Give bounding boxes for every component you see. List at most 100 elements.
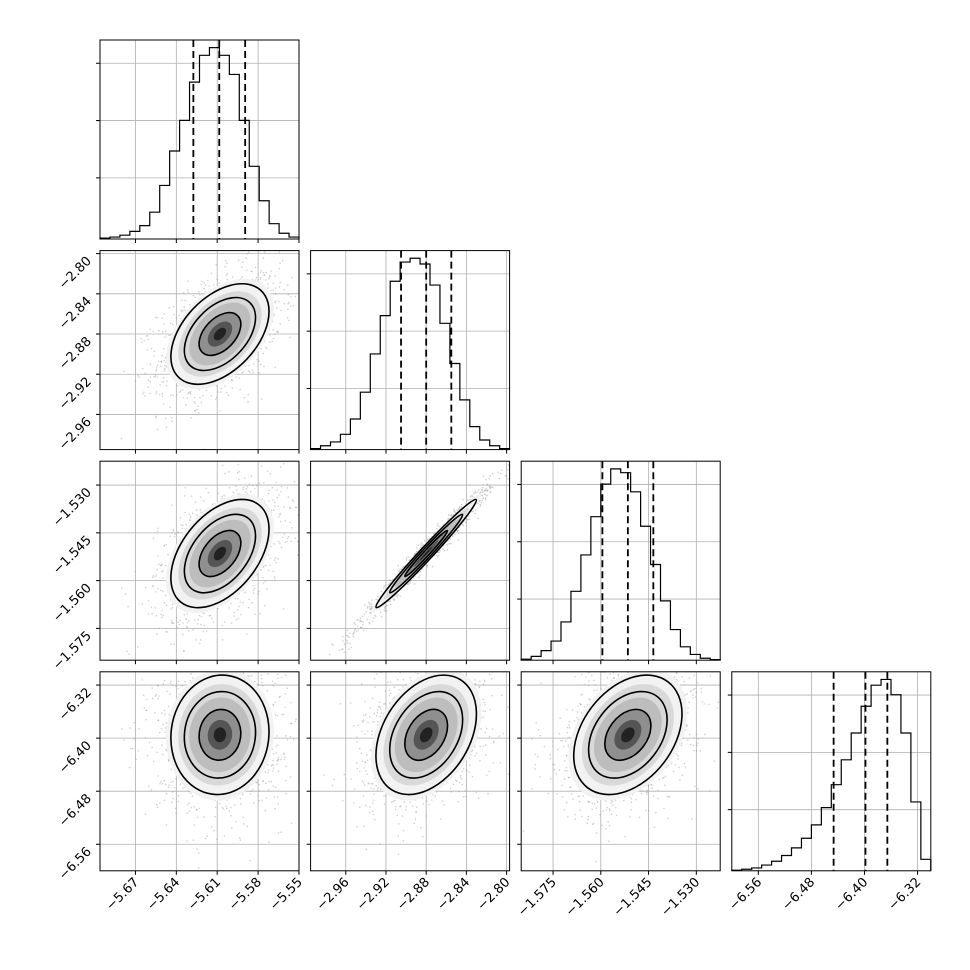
sample-point	[161, 783, 164, 785]
sample-point	[173, 643, 175, 645]
sample-point	[171, 420, 173, 423]
sample-point	[286, 537, 289, 540]
sample-point	[235, 618, 237, 621]
sample-point	[196, 514, 198, 516]
sample-point	[352, 635, 355, 638]
sample-point	[346, 642, 349, 644]
sample-point	[137, 374, 139, 377]
sample-point	[260, 347, 262, 350]
sample-point	[475, 509, 477, 511]
sample-point	[176, 384, 179, 387]
sample-point	[213, 829, 215, 832]
sample-point	[193, 400, 195, 403]
sample-point	[172, 528, 175, 531]
sample-point	[371, 605, 373, 608]
sample-point	[236, 471, 239, 474]
sample-point	[238, 478, 240, 481]
contour-line	[404, 529, 449, 578]
sample-point	[185, 618, 188, 621]
sample-point	[164, 364, 166, 367]
sample-point	[194, 619, 196, 621]
sample-point	[341, 640, 344, 642]
sample-point	[177, 621, 179, 623]
sample-point	[149, 328, 151, 331]
sample-point	[273, 559, 276, 561]
sample-point	[479, 503, 482, 506]
sample-point	[439, 525, 441, 528]
sample-point	[371, 603, 373, 606]
sample-point	[476, 491, 479, 494]
sample-point	[274, 287, 277, 289]
sample-point	[278, 300, 280, 303]
sample-point	[453, 508, 455, 510]
sample-point	[371, 620, 374, 623]
sample-point	[234, 597, 237, 600]
sample-point	[223, 494, 225, 497]
sample-point	[389, 600, 391, 602]
sample-point	[212, 284, 215, 286]
sample-point	[272, 282, 274, 285]
sample-point	[215, 620, 217, 622]
sample-point	[194, 409, 196, 412]
sample-point	[370, 606, 373, 609]
sample-point	[246, 658, 248, 660]
sample-point	[237, 493, 240, 495]
sample-point	[268, 780, 270, 783]
sample-point	[272, 759, 275, 762]
sample-point	[451, 535, 454, 538]
sample-point	[230, 379, 233, 381]
sample-point	[158, 627, 160, 629]
sample-point	[137, 750, 140, 752]
sample-point	[268, 489, 270, 492]
sample-point	[157, 360, 160, 363]
sample-point	[187, 392, 189, 395]
sample-point	[361, 626, 363, 629]
sample-point	[120, 587, 123, 589]
sample-point	[280, 485, 283, 488]
sample-point	[277, 770, 280, 772]
sample-point	[265, 347, 268, 350]
panel-frame	[310, 250, 511, 451]
sample-point	[304, 493, 306, 495]
sample-point	[177, 800, 180, 803]
sample-point	[195, 809, 198, 811]
sample-point	[201, 394, 204, 397]
sample-point	[238, 605, 240, 608]
sample-point	[167, 553, 169, 556]
sample-point	[271, 770, 274, 772]
sample-point	[274, 714, 277, 716]
sample-point	[155, 391, 158, 393]
sample-point	[359, 617, 362, 619]
sample-point	[420, 546, 422, 549]
sample-point	[271, 680, 274, 683]
sample-point	[155, 416, 157, 419]
sample-point	[217, 607, 219, 610]
sample-point	[205, 487, 208, 490]
sample-point	[466, 518, 469, 521]
sample-point	[402, 565, 405, 568]
sample-point	[294, 720, 297, 722]
sample-point	[187, 280, 189, 283]
sample-point	[238, 470, 241, 473]
sample-point	[436, 554, 438, 557]
sample-point	[421, 568, 423, 571]
sample-point	[330, 432, 332, 434]
sample-point	[254, 266, 257, 269]
sample-point	[446, 543, 449, 546]
sample-point	[263, 365, 265, 368]
sample-point	[389, 582, 391, 584]
sample-point	[271, 635, 273, 637]
sample-point	[255, 279, 257, 281]
sample-point	[426, 566, 428, 568]
sample-point	[384, 584, 387, 586]
sample-point	[359, 620, 362, 622]
sample-point	[342, 635, 344, 638]
histogram-panel-1	[306, 250, 511, 451]
sample-point	[311, 295, 313, 297]
sample-point	[186, 613, 188, 615]
sample-point	[198, 388, 201, 391]
sample-point	[143, 391, 145, 394]
sample-point	[246, 825, 248, 827]
sample-point	[439, 549, 441, 552]
sample-point	[236, 666, 238, 668]
